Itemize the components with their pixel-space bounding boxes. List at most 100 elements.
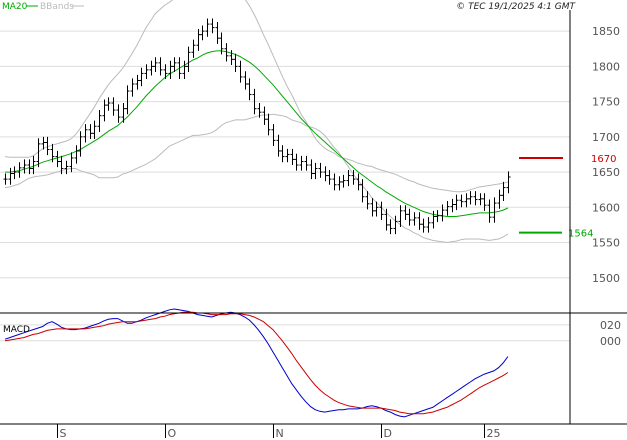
reference-line-label: 1670	[591, 154, 616, 165]
ohlc-bar	[243, 71, 248, 90]
ohlc-bar	[219, 32, 224, 55]
ohlc-bar	[332, 173, 337, 191]
ohlc-bar	[177, 57, 182, 80]
ohlc-bar	[22, 159, 27, 174]
ohlc-bar	[215, 21, 220, 44]
ohlc-bar	[97, 110, 102, 132]
ohlc-bar	[407, 208, 412, 226]
ohlc-bar	[445, 200, 450, 216]
bband-upper-line	[4, 0, 509, 193]
ohlc-bar	[280, 145, 285, 163]
macd-title: MACD	[3, 325, 30, 335]
ohlc-bar	[318, 162, 323, 178]
ohlc-bar	[59, 155, 64, 175]
ohlc-bar	[309, 159, 314, 180]
ohlc-bar	[299, 155, 304, 171]
copyright-notice: © TEC 19/1/2025 4:1 GMT	[456, 2, 576, 12]
ohlc-bar	[497, 189, 502, 209]
bollinger-bands	[4, 0, 509, 244]
ohlc-bar	[135, 74, 140, 90]
ohlc-bar	[168, 60, 173, 80]
ohlc-bar	[360, 179, 365, 203]
ohlc-bar	[290, 148, 295, 166]
ohlc-bar	[337, 176, 342, 191]
ohlc-bar	[8, 167, 13, 185]
time-axis: S O N D 25	[57, 424, 501, 440]
ohlc-bar	[384, 208, 389, 231]
ohlc-bar	[238, 60, 243, 83]
ohlc-bar	[229, 50, 234, 65]
legend-ma20: MA20	[2, 2, 28, 12]
ohlc-bar	[327, 169, 332, 185]
ohlc-bar	[12, 166, 17, 180]
price-tick-label: 1650	[592, 166, 620, 179]
macd-signal-line	[4, 311, 509, 415]
ohlc-bar	[88, 124, 93, 139]
ohlc-bar	[426, 217, 431, 233]
macd-tick-label: 000	[600, 335, 621, 348]
ohlc-bar	[356, 173, 361, 191]
ohlc-bar	[45, 136, 50, 156]
ohlc-bar	[417, 212, 422, 230]
time-tick-label: S	[60, 427, 67, 440]
time-tick-label: O	[168, 427, 177, 440]
time-tick-label: D	[384, 427, 392, 440]
ma20-line	[5, 50, 509, 217]
ohlc-bar	[482, 193, 487, 211]
price-tick-label: 1700	[592, 131, 620, 144]
price-tick-label: 1850	[592, 25, 620, 38]
ohlc-bar	[182, 60, 187, 80]
ohlc-bar	[186, 46, 191, 73]
ohlc-bar	[36, 138, 41, 168]
ohlc-bar	[149, 60, 154, 76]
ohlc-bar	[153, 57, 158, 73]
ohlc-bar	[431, 210, 436, 229]
ohlc-bar	[83, 124, 88, 143]
ma20-line-group	[5, 50, 509, 217]
ohlc-bar	[450, 198, 455, 213]
ohlc-bar	[200, 25, 205, 41]
ohlc-bar	[341, 174, 346, 188]
ohlc-bar	[3, 173, 8, 185]
ohlc-bar	[285, 148, 290, 163]
ohlc-bar	[304, 155, 309, 171]
ohlc-bar	[191, 39, 196, 58]
ohlc-bar	[196, 29, 201, 51]
ohlc-bar	[412, 212, 417, 226]
ohlc-bar	[276, 134, 281, 157]
ohlc-bar	[130, 78, 135, 97]
ohlc-bar	[247, 78, 252, 101]
ohlc-bar	[313, 162, 318, 180]
ohlc-bars	[3, 18, 511, 235]
ohlc-bar	[125, 85, 130, 115]
ohlc-bar	[121, 103, 126, 123]
price-tick-label: 1800	[592, 60, 620, 73]
macd-line	[4, 308, 509, 418]
ohlc-bar	[478, 193, 483, 206]
price-tick-label: 1750	[592, 96, 620, 109]
ohlc-bar	[50, 143, 55, 163]
legend-bbands: BBands	[40, 2, 74, 12]
ohlc-bar	[262, 106, 267, 125]
ohlc-bar	[435, 210, 440, 223]
ohlc-bar	[464, 193, 469, 208]
ohlc-bar	[139, 67, 144, 87]
ohlc-bar	[454, 194, 459, 211]
ohlc-bar	[487, 199, 492, 223]
ohlc-bar	[374, 201, 379, 217]
ohlc-bar	[266, 113, 271, 136]
ohlc-bar	[106, 97, 111, 111]
macd-tick-label: 020	[600, 319, 621, 332]
ohlc-bar	[55, 150, 60, 168]
ohlc-bar	[233, 53, 238, 73]
ohlc-bar	[69, 152, 74, 173]
price-tick-label: 1500	[592, 272, 620, 285]
ohlc-bar	[346, 169, 351, 187]
ohlc-bar	[393, 215, 398, 235]
time-tick-label: 25	[487, 427, 501, 440]
ohlc-bar	[370, 198, 375, 217]
ohlc-bar	[27, 159, 32, 175]
